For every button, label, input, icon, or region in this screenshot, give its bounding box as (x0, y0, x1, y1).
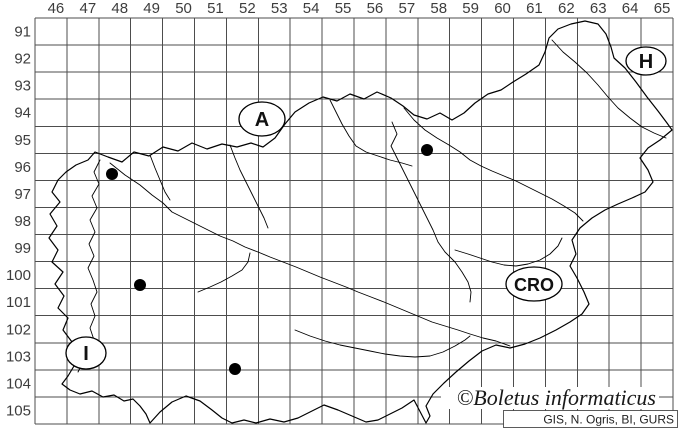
watermark-text: ©Boletus informaticus (457, 385, 656, 410)
river-meza (329, 99, 413, 167)
country-labels: A H CRO I (65, 46, 667, 370)
country-code-text: A (255, 109, 269, 131)
country-ellipse (625, 46, 667, 76)
country-ellipse (505, 266, 563, 302)
y-axis-tick-label: 101 (6, 294, 31, 311)
x-axis-tick-label: 50 (175, 0, 192, 17)
x-axis-tick-label: 46 (48, 0, 65, 17)
occurrence-dot (106, 168, 118, 180)
x-axis-tick-label: 49 (143, 0, 160, 17)
river-savinja (390, 121, 472, 303)
watermark-backdrop (441, 387, 659, 409)
country-label-croatia: CRO (505, 266, 563, 302)
y-axis-tick-label: 99 (14, 240, 31, 257)
y-axis-tick-label: 100 (6, 267, 31, 284)
border-path (48, 20, 673, 424)
x-axis-tick-label: 52 (239, 0, 256, 17)
x-axis-tick-label: 61 (526, 0, 543, 17)
x-axis-tick-label: 51 (207, 0, 224, 17)
credits-backdrop (503, 410, 678, 428)
river-mura (551, 39, 667, 139)
country-ellipse (65, 336, 107, 370)
x-axis-tick-label: 58 (430, 0, 447, 17)
river-drava (403, 107, 584, 222)
y-axis-tick-label: 105 (6, 402, 31, 419)
y-axis-tick-label: 96 (14, 159, 31, 176)
country-code-text: CRO (514, 275, 554, 295)
x-axis-tick-label: 64 (622, 0, 639, 17)
river-kamniska-bistrica (229, 144, 269, 229)
country-ellipse (238, 101, 286, 137)
x-axis-tick-label: 53 (271, 0, 288, 17)
river-trziska-bistrica (149, 154, 171, 201)
occurrence-dot (229, 363, 241, 375)
y-axis-tick-label: 93 (14, 78, 31, 95)
y-axis-tick-label: 92 (14, 51, 31, 68)
x-axis-tick-label: 65 (654, 0, 671, 17)
country-label-hungary: H (625, 46, 667, 76)
x-axis-tick-label: 55 (335, 0, 352, 17)
watermark-group: ©Boletus informaticus GIS, N. Ogris, BI,… (441, 385, 678, 428)
country-label-italy: I (65, 336, 107, 370)
country-code-text: I (83, 343, 89, 365)
country-code-text: H (639, 51, 653, 73)
y-axis-tick-label: 94 (14, 105, 31, 122)
river-sava (109, 162, 511, 347)
occurrence-dots (106, 144, 433, 375)
slovenia-border (48, 20, 673, 424)
x-axis-tick-label: 57 (399, 0, 416, 17)
x-axis-tick-label: 59 (462, 0, 479, 17)
river-ljubljanica (197, 252, 251, 293)
x-axis-tick-label: 56 (367, 0, 384, 17)
grid-lines (34, 17, 674, 425)
y-axis-labels: 91 92 93 94 95 96 97 98 99 100 101 102 103 104 105 (6, 24, 31, 420)
y-axis-tick-label: 103 (6, 348, 31, 365)
y-axis-tick-label: 98 (14, 213, 31, 230)
country-label-austria: A (238, 101, 286, 137)
x-axis-tick-label: 54 (303, 0, 320, 17)
occurrence-dot (421, 144, 433, 156)
y-axis-tick-label: 95 (14, 132, 31, 149)
x-axis-tick-label: 62 (558, 0, 575, 17)
river-krka (294, 329, 471, 358)
y-axis-tick-label: 97 (14, 186, 31, 203)
y-axis-tick-label: 104 (6, 375, 31, 392)
x-axis-labels: 46 47 48 49 50 51 52 53 54 55 56 57 58 59 60 61 62 63 64 65 (48, 0, 671, 17)
x-axis-tick-label: 48 (111, 0, 128, 17)
occurrence-dot (134, 279, 146, 291)
y-axis-tick-label: 102 (6, 321, 31, 338)
credits-text: GIS, N. Ogris, BI, GURS (543, 413, 674, 427)
x-axis-tick-label: 47 (80, 0, 97, 17)
x-axis-tick-label: 60 (494, 0, 511, 17)
x-axis-tick-label: 63 (590, 0, 607, 17)
river-dravinja (454, 237, 563, 267)
y-axis-tick-label: 91 (14, 24, 31, 41)
